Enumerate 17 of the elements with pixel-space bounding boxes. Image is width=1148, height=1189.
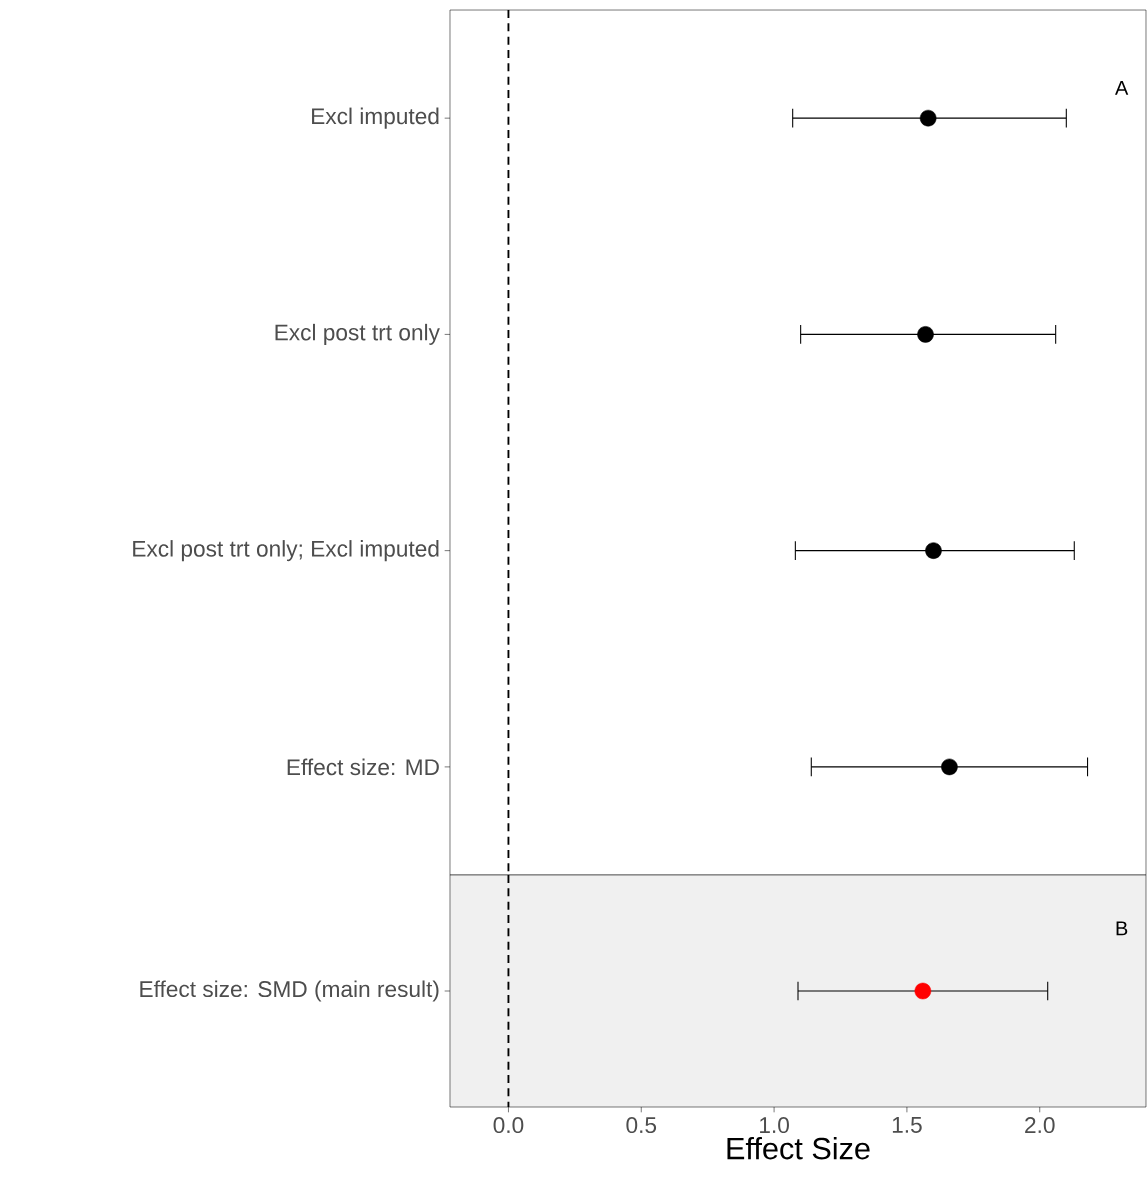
- x-tick-label: 2.0: [1025, 1117, 1055, 1134]
- x-tick-label: 0.5: [626, 1117, 657, 1134]
- y-tick-label: Effect size: MD: [287, 758, 439, 776]
- y-tick-label: Effect size: SMD (main result): [140, 980, 439, 1002]
- point: [917, 326, 934, 343]
- x-tick-label: 1.5: [892, 1117, 922, 1133]
- y-tick-label: Excl post trt only: [275, 323, 440, 345]
- point: [941, 758, 958, 776]
- annotation: A: [1115, 80, 1129, 95]
- point: [919, 109, 937, 127]
- y-tick-label: Excl imputed: [312, 107, 439, 129]
- x-axis-title: Effect Size: [727, 1136, 870, 1160]
- x-tick-label: 0.0: [493, 1117, 524, 1134]
- x-tick-label: 1.0: [760, 1117, 789, 1134]
- point: [925, 542, 942, 559]
- y-tick-label: Excl post trt only; Excl imputed: [133, 540, 439, 562]
- annotation: B: [1116, 921, 1128, 936]
